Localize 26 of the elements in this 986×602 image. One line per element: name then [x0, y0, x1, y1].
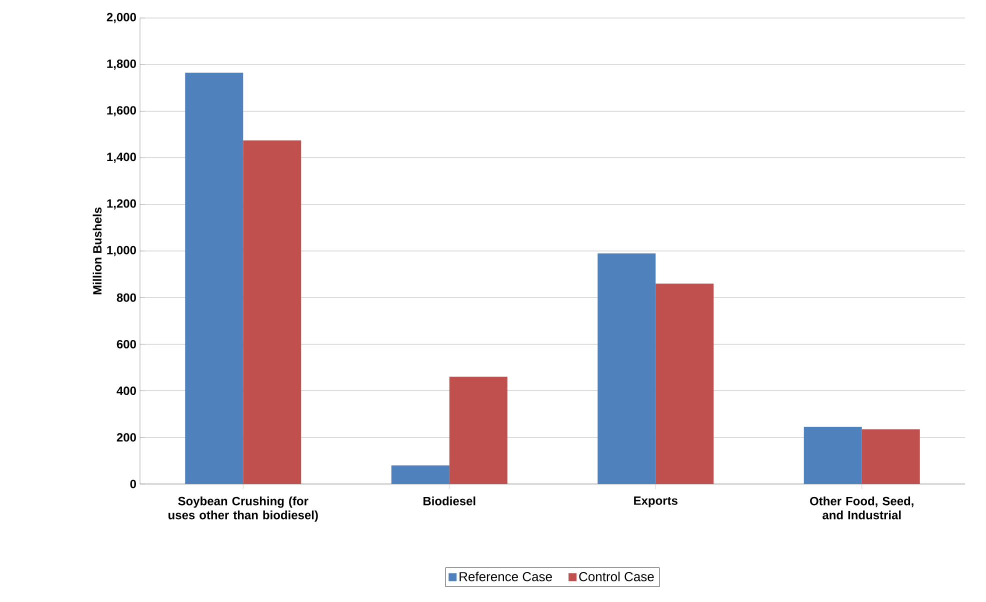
bar	[449, 376, 508, 484]
bar	[243, 140, 302, 484]
x-tick-label: Soybean Crushing (for uses other than biodiesel)	[168, 496, 318, 522]
y-tick-label: 400	[116, 386, 136, 396]
bar	[656, 284, 714, 484]
bar	[862, 429, 920, 484]
x-tick-label: Other Food, Seed, and Industrial	[810, 496, 914, 520]
legend-label: Reference Case	[460, 572, 552, 582]
bar	[804, 426, 862, 484]
y-axis-title: Million Bushels	[92, 207, 102, 294]
legend-label: Control Case	[579, 572, 654, 582]
bar	[598, 253, 656, 484]
y-tick-label: 0	[130, 480, 136, 488]
y-tick-label: 1,200	[107, 199, 136, 210]
y-tick-label: 1,600	[107, 106, 136, 116]
y-tick-label: 800	[116, 293, 136, 302]
y-tick-label: 2,000	[106, 12, 136, 24]
x-tick-label: Exports	[634, 496, 678, 508]
y-tick-label: 1,000	[107, 246, 136, 256]
bar	[185, 72, 244, 484]
y-tick-label: 200	[116, 433, 136, 442]
y-tick-label: 1,800	[107, 59, 136, 70]
y-tick-label: 600	[116, 340, 136, 348]
y-tick-label: 1,400	[107, 152, 136, 163]
bar	[391, 465, 450, 484]
x-tick-label: Biodiesel	[424, 496, 476, 506]
